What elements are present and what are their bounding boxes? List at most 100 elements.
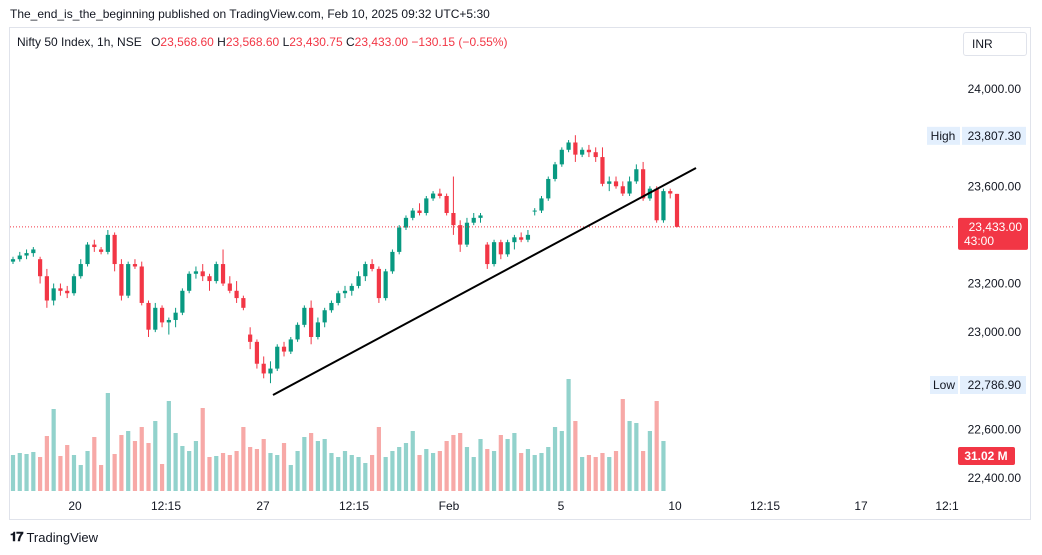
close-label: C	[345, 35, 355, 49]
candle-body	[153, 307, 158, 330]
open-label: O	[151, 35, 161, 49]
volume-bar	[580, 457, 585, 491]
candle-body	[119, 264, 124, 296]
y-tick-label: 22,400.00	[968, 471, 1022, 485]
volume-bar	[539, 453, 544, 491]
volume-bar	[105, 393, 110, 491]
close-value: 23,433.00	[354, 35, 409, 49]
candle-body	[65, 290, 70, 294]
candle-body	[464, 222, 470, 245]
x-tick-label: 27	[256, 499, 270, 513]
volume-bar	[139, 427, 144, 491]
y-tick-label: 23,200.00	[968, 277, 1022, 291]
candle-body	[613, 181, 619, 187]
volume-bar	[159, 464, 165, 491]
publish-header: The_end_is_the_beginning published on Tr…	[10, 7, 490, 21]
candle-body	[180, 290, 185, 313]
volume-bar	[98, 465, 104, 491]
currency-button[interactable]: INR	[963, 32, 1027, 56]
candle-body	[24, 253, 29, 256]
last-price-value: 23,433.00	[969, 220, 1023, 234]
candle-body	[376, 268, 381, 299]
volume-bar	[329, 453, 334, 491]
volume-bar	[10, 455, 16, 491]
candle-body	[478, 215, 483, 218]
candle-body	[525, 234, 531, 240]
volume-bar	[600, 453, 605, 491]
candle-body	[512, 237, 517, 243]
volume-bar	[397, 447, 402, 491]
candle-body	[424, 198, 429, 213]
open-value: 23,568.60	[160, 35, 214, 49]
candle-body	[410, 210, 415, 218]
candle-body	[519, 237, 524, 240]
ohlc-legend: Nifty 50 Index, 1h, NSE O23,568.60 H23,5…	[17, 35, 507, 49]
volume-bar	[85, 451, 90, 491]
volume-bar	[444, 441, 449, 491]
candle-body	[566, 142, 571, 150]
x-tick-label: Feb	[439, 499, 460, 513]
volume-bar	[315, 441, 320, 491]
last-price-countdown: 43:00	[964, 234, 994, 248]
candle-body	[363, 264, 368, 277]
candle-body	[383, 271, 388, 299]
volume-bar	[132, 441, 138, 491]
x-tick-label: 20	[68, 499, 82, 513]
candle-body	[112, 234, 117, 265]
volume-bar	[288, 465, 293, 491]
candle-body	[254, 341, 260, 364]
low-label: Low	[933, 378, 955, 392]
candle-body	[661, 191, 666, 221]
high-value-bg	[962, 126, 1026, 145]
candle-body	[458, 225, 463, 245]
volume-bar	[241, 427, 246, 491]
volume-bar	[281, 443, 287, 491]
candle-body	[654, 188, 659, 221]
candle-body	[370, 264, 375, 269]
volume-bar	[275, 455, 280, 491]
volume-bar	[51, 409, 56, 491]
y-tick-label: 23,000.00	[968, 325, 1022, 339]
volume-bar	[187, 451, 192, 491]
x-tick-label: 10	[668, 499, 682, 513]
candle-body	[342, 290, 348, 294]
volume-bar	[227, 455, 232, 491]
volume-bar	[485, 449, 490, 491]
volume-bar	[519, 453, 524, 491]
candle-body	[159, 307, 165, 323]
candle-body	[600, 157, 605, 184]
candle-body	[349, 285, 354, 291]
volume-bar	[471, 457, 476, 491]
candle-body	[10, 259, 16, 262]
y-tick-label: 22,600.00	[968, 422, 1022, 436]
volume-bar	[268, 453, 273, 491]
volume-bar	[458, 433, 463, 491]
candle-body	[309, 307, 314, 337]
volume-bar	[613, 451, 619, 491]
volume-bar	[336, 457, 341, 491]
volume-tag	[958, 447, 1015, 465]
candle-body	[220, 264, 226, 284]
volume-bar	[146, 443, 151, 491]
chart-frame[interactable]	[9, 27, 1031, 520]
candle-body	[437, 193, 442, 196]
volume-bar	[403, 443, 409, 491]
low-value: 22,786.90	[968, 378, 1022, 392]
volume-bar	[207, 457, 212, 491]
candle-body	[539, 198, 544, 211]
candle-body	[430, 193, 436, 199]
volume-bar	[173, 433, 178, 491]
candle-body	[546, 178, 551, 199]
volume-bar	[342, 451, 348, 491]
candle-body	[139, 266, 144, 303]
volume-bar	[451, 435, 456, 491]
x-tick-label: 17	[854, 499, 868, 513]
candle-body	[641, 169, 646, 199]
volume-bar	[566, 379, 571, 491]
candle-body	[241, 298, 246, 308]
candle-body	[417, 210, 422, 213]
high-value: 23,807.30	[968, 129, 1022, 143]
candle-body	[92, 244, 97, 248]
volume-bar	[295, 451, 300, 491]
